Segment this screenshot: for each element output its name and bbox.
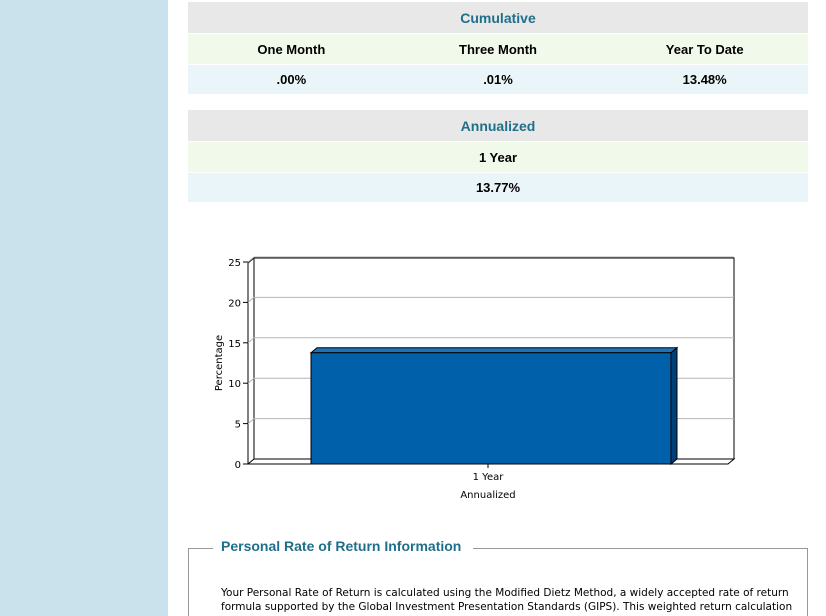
left-sidebar [0, 0, 168, 616]
y-axis-top-edge [247, 257, 255, 264]
info-section-title: Personal Rate of Return Information [213, 538, 474, 554]
cumulative-returns-table: Cumulative One Month Three Month Year To… [188, 2, 808, 94]
cumulative-label-row: One Month Three Month Year To Date [188, 33, 808, 64]
annualized-return-chart: 0 5 10 15 20 25 1 Year Annualized Percentage [214, 256, 736, 501]
label-one-year: 1 Year [478, 149, 518, 165]
bar-top [309, 347, 679, 354]
x-tick-label: 1 Year [473, 472, 505, 483]
y-tick-label: 20 [228, 298, 241, 309]
info-text-line: formula supported by the Global Investme… [221, 601, 793, 613]
gridline-side [247, 297, 255, 303]
gridline-side [247, 256, 255, 263]
value-one-year: 13.77% [475, 180, 521, 195]
label-one-month: One Month [257, 41, 326, 57]
y-axis-title: Percentage [214, 335, 225, 391]
y-tick-label: 25 [228, 258, 241, 269]
y-tick-label: 10 [228, 379, 241, 390]
annualized-value-row: 13.77% [188, 172, 808, 202]
y-tick-label: 0 [235, 460, 241, 471]
label-year-to-date: Year To Date [665, 41, 744, 57]
bar-side [670, 346, 678, 466]
gridline-side [247, 377, 255, 384]
label-three-month: Three Month [459, 41, 537, 57]
gridline-side [247, 337, 255, 344]
info-text: Your Personal Rate of Return is calculat… [221, 586, 793, 614]
y-tick-label: 5 [235, 420, 241, 431]
info-text-line: Your Personal Rate of Return is calculat… [221, 587, 789, 599]
x-axis-title: Annualized [460, 490, 515, 501]
value-three-month: .01% [483, 72, 513, 87]
annualized-header: Annualized [188, 110, 808, 141]
rate-of-return-info-section: Personal Rate of Return Information Your… [188, 538, 808, 616]
gridline-side [247, 418, 255, 424]
cumulative-header: Cumulative [188, 2, 808, 33]
annualized-returns-table: Annualized 1 Year 13.77% [188, 110, 808, 202]
annualized-label-row: 1 Year [188, 141, 808, 172]
bar [310, 352, 672, 465]
y-tick-label: 15 [228, 339, 241, 350]
cumulative-value-row: .00% .01% 13.48% [188, 64, 808, 94]
value-one-month: .00% [276, 72, 307, 87]
value-year-to-date: 13.48% [682, 72, 727, 87]
